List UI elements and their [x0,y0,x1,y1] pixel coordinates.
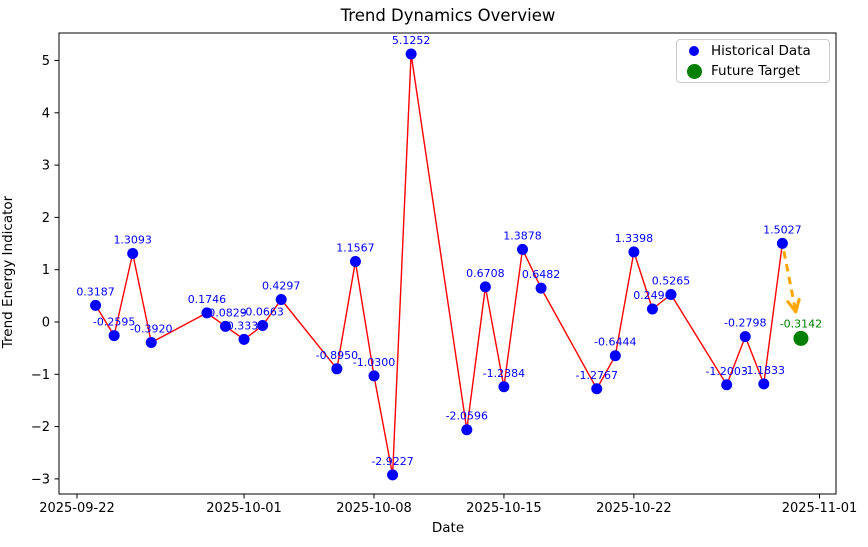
data-point-marker [108,330,120,342]
data-point-label: -0.2595 [93,316,135,329]
data-point-marker [665,288,677,300]
legend-label-historical: Historical Data [711,42,811,59]
data-point-marker [238,333,250,345]
data-point-marker [461,424,473,436]
data-point-marker [591,383,603,395]
data-point-label: 1.5027 [763,223,802,236]
data-point-label: 1.3878 [503,229,542,242]
x-tick-label: 2025-10-08 [336,501,412,516]
data-point-label: 0.6708 [466,267,505,280]
x-tick-label: 2025-09-22 [39,501,115,516]
legend-item-future: Future Target [677,61,829,81]
data-point-label: 0.1746 [188,293,227,306]
data-point-marker [776,237,788,249]
data-point-label: -0.2798 [724,317,766,330]
data-point-marker [368,370,380,382]
data-point-label: 1.3093 [113,234,152,247]
historical-data-dot-icon [689,45,699,56]
future-target-dot-icon [686,63,702,79]
data-point-label: -1.1833 [743,364,785,377]
future-target-label: -0.3142 [780,317,822,330]
data-point-marker [127,248,139,260]
data-point-label: -1.0300 [353,356,395,369]
data-point-marker [201,307,213,319]
data-point-label: 0.2490 [633,289,672,302]
x-tick-label: 2025-10-22 [596,501,672,516]
data-point-label: -2.9227 [371,455,413,468]
y-tick-label: −1 [31,368,50,383]
data-point-label: 0.3187 [76,285,115,298]
data-point-marker [405,48,417,60]
forecast-arrow-head [786,297,801,314]
data-point-marker [145,337,157,349]
data-point-marker [721,379,733,391]
chart-title: Trend Dynamics Overview [340,6,556,25]
data-point-label: 1.1567 [336,242,375,255]
data-point-marker [331,363,343,375]
y-tick-label: 2 [42,211,50,226]
data-point-marker [517,243,528,255]
data-point-marker [349,256,361,268]
axes-frame [58,32,837,495]
legend-marker-cell [677,45,711,56]
y-tick-label: 5 [42,54,50,69]
data-point-marker [90,299,102,311]
data-point-marker [220,320,231,332]
data-point-marker [739,331,751,343]
data-point-label: -0.0663 [241,305,283,318]
y-tick-label: 0 [42,316,50,331]
data-point-label: -1.2767 [576,369,618,382]
y-tick-label: −3 [31,472,50,487]
data-point-label: -0.3920 [130,323,172,336]
data-point-marker [387,469,399,481]
data-point-label: -0.8950 [316,349,358,362]
legend: Historical Data Future Target [676,39,830,83]
data-point-marker [609,350,621,362]
future-target-marker [793,330,809,346]
data-point-marker [628,246,640,258]
data-point-label: 0.4297 [262,280,301,293]
data-point-marker [479,281,491,293]
x-axis-label: Date [431,520,465,536]
legend-item-historical: Historical Data [677,41,829,61]
data-point-label: -1.2003 [705,365,747,378]
data-point-marker [758,378,770,390]
y-axis-label: Trend Energy Indicator [0,195,16,349]
legend-label-future: Future Target [711,63,801,80]
x-tick-label: 2025-11-01 [782,501,858,516]
x-tick-label: 2025-10-01 [206,501,282,516]
data-point-label: -0.0829 [204,306,246,319]
data-point-marker [535,282,547,294]
y-tick-label: 4 [42,106,50,121]
data-point-marker [275,294,287,306]
y-tick-label: 1 [42,263,50,278]
y-tick-label: 3 [42,159,50,174]
y-tick-label: −2 [31,420,50,435]
data-point-label: -0.3330 [223,319,265,332]
data-point-marker [257,319,269,331]
forecast-arrow-shaft [782,250,797,309]
data-point-marker [498,381,510,393]
x-tick-label: 2025-10-15 [466,501,542,516]
data-point-label: 0.5265 [652,274,691,287]
trend-line [95,53,784,476]
data-point-label: 1.3398 [615,232,654,245]
legend-marker-cell [677,63,711,79]
data-point-label: -0.6444 [594,336,636,349]
data-point-label: 5.1252 [392,34,431,47]
data-point-label: -1.2384 [483,367,525,380]
data-point-marker [646,303,658,315]
data-point-label: 0.6482 [522,268,561,281]
data-point-label: -2.0596 [446,410,488,423]
